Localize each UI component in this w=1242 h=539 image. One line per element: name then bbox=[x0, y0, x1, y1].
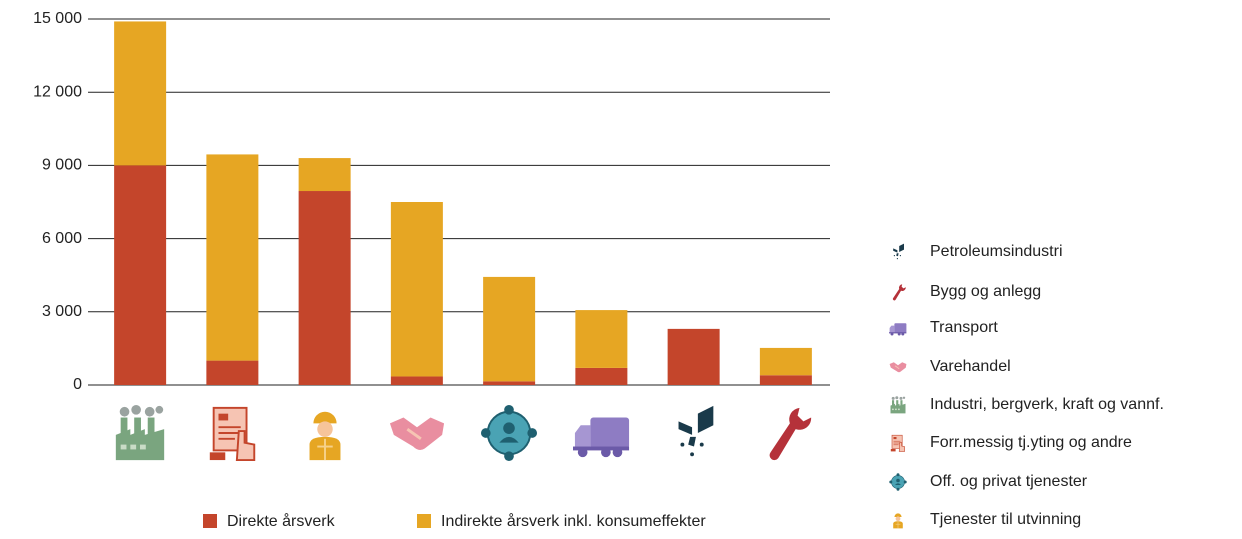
icon-legend-label: Petroleumsindustri bbox=[930, 243, 1063, 260]
icon-legend-label: Transport bbox=[930, 319, 998, 336]
bar-segment bbox=[114, 165, 167, 385]
y-tick-label: 3 000 bbox=[42, 303, 82, 320]
legend-label: Indirekte årsverk inkl. konsumeffekter bbox=[441, 512, 706, 530]
bar-segment bbox=[575, 310, 628, 368]
bar-segment bbox=[298, 191, 351, 385]
y-tick-label: 15 000 bbox=[33, 10, 82, 27]
bar-segment bbox=[575, 367, 628, 385]
y-tick-label: 0 bbox=[73, 376, 82, 393]
y-tick-label: 12 000 bbox=[33, 83, 82, 100]
category-icons bbox=[115, 404, 812, 462]
bar-segment bbox=[390, 376, 443, 385]
bar-segment bbox=[483, 381, 536, 385]
bar-segment bbox=[667, 328, 720, 385]
icon-legend-label: Industri, bergverk, kraft og vannf. bbox=[930, 396, 1164, 413]
y-tick-label: 6 000 bbox=[42, 230, 82, 247]
legend-swatch bbox=[417, 514, 431, 528]
bar-segment bbox=[483, 276, 536, 382]
bar-segment bbox=[206, 154, 259, 361]
icon-legend-icons bbox=[889, 243, 907, 529]
bar-segment bbox=[759, 347, 812, 376]
y-tick-label: 9 000 bbox=[42, 157, 82, 174]
legend-swatch bbox=[203, 514, 217, 528]
bar-segment bbox=[298, 158, 351, 192]
icon-legend-label: Forr.messig tj.yting og andre bbox=[930, 434, 1132, 451]
bar-segment bbox=[390, 202, 443, 377]
bar-segment bbox=[206, 360, 259, 385]
icon-legend-label: Off. og privat tjenester bbox=[930, 473, 1088, 490]
icon-legend-label: Bygg og anlegg bbox=[930, 283, 1041, 300]
legend-label: Direkte årsverk bbox=[227, 512, 336, 530]
bar-segment bbox=[759, 375, 812, 385]
icon-legend-label: Varehandel bbox=[930, 358, 1011, 375]
bar-segment bbox=[114, 21, 167, 166]
icon-legend-label: Tjenester til utvinning bbox=[930, 511, 1081, 528]
